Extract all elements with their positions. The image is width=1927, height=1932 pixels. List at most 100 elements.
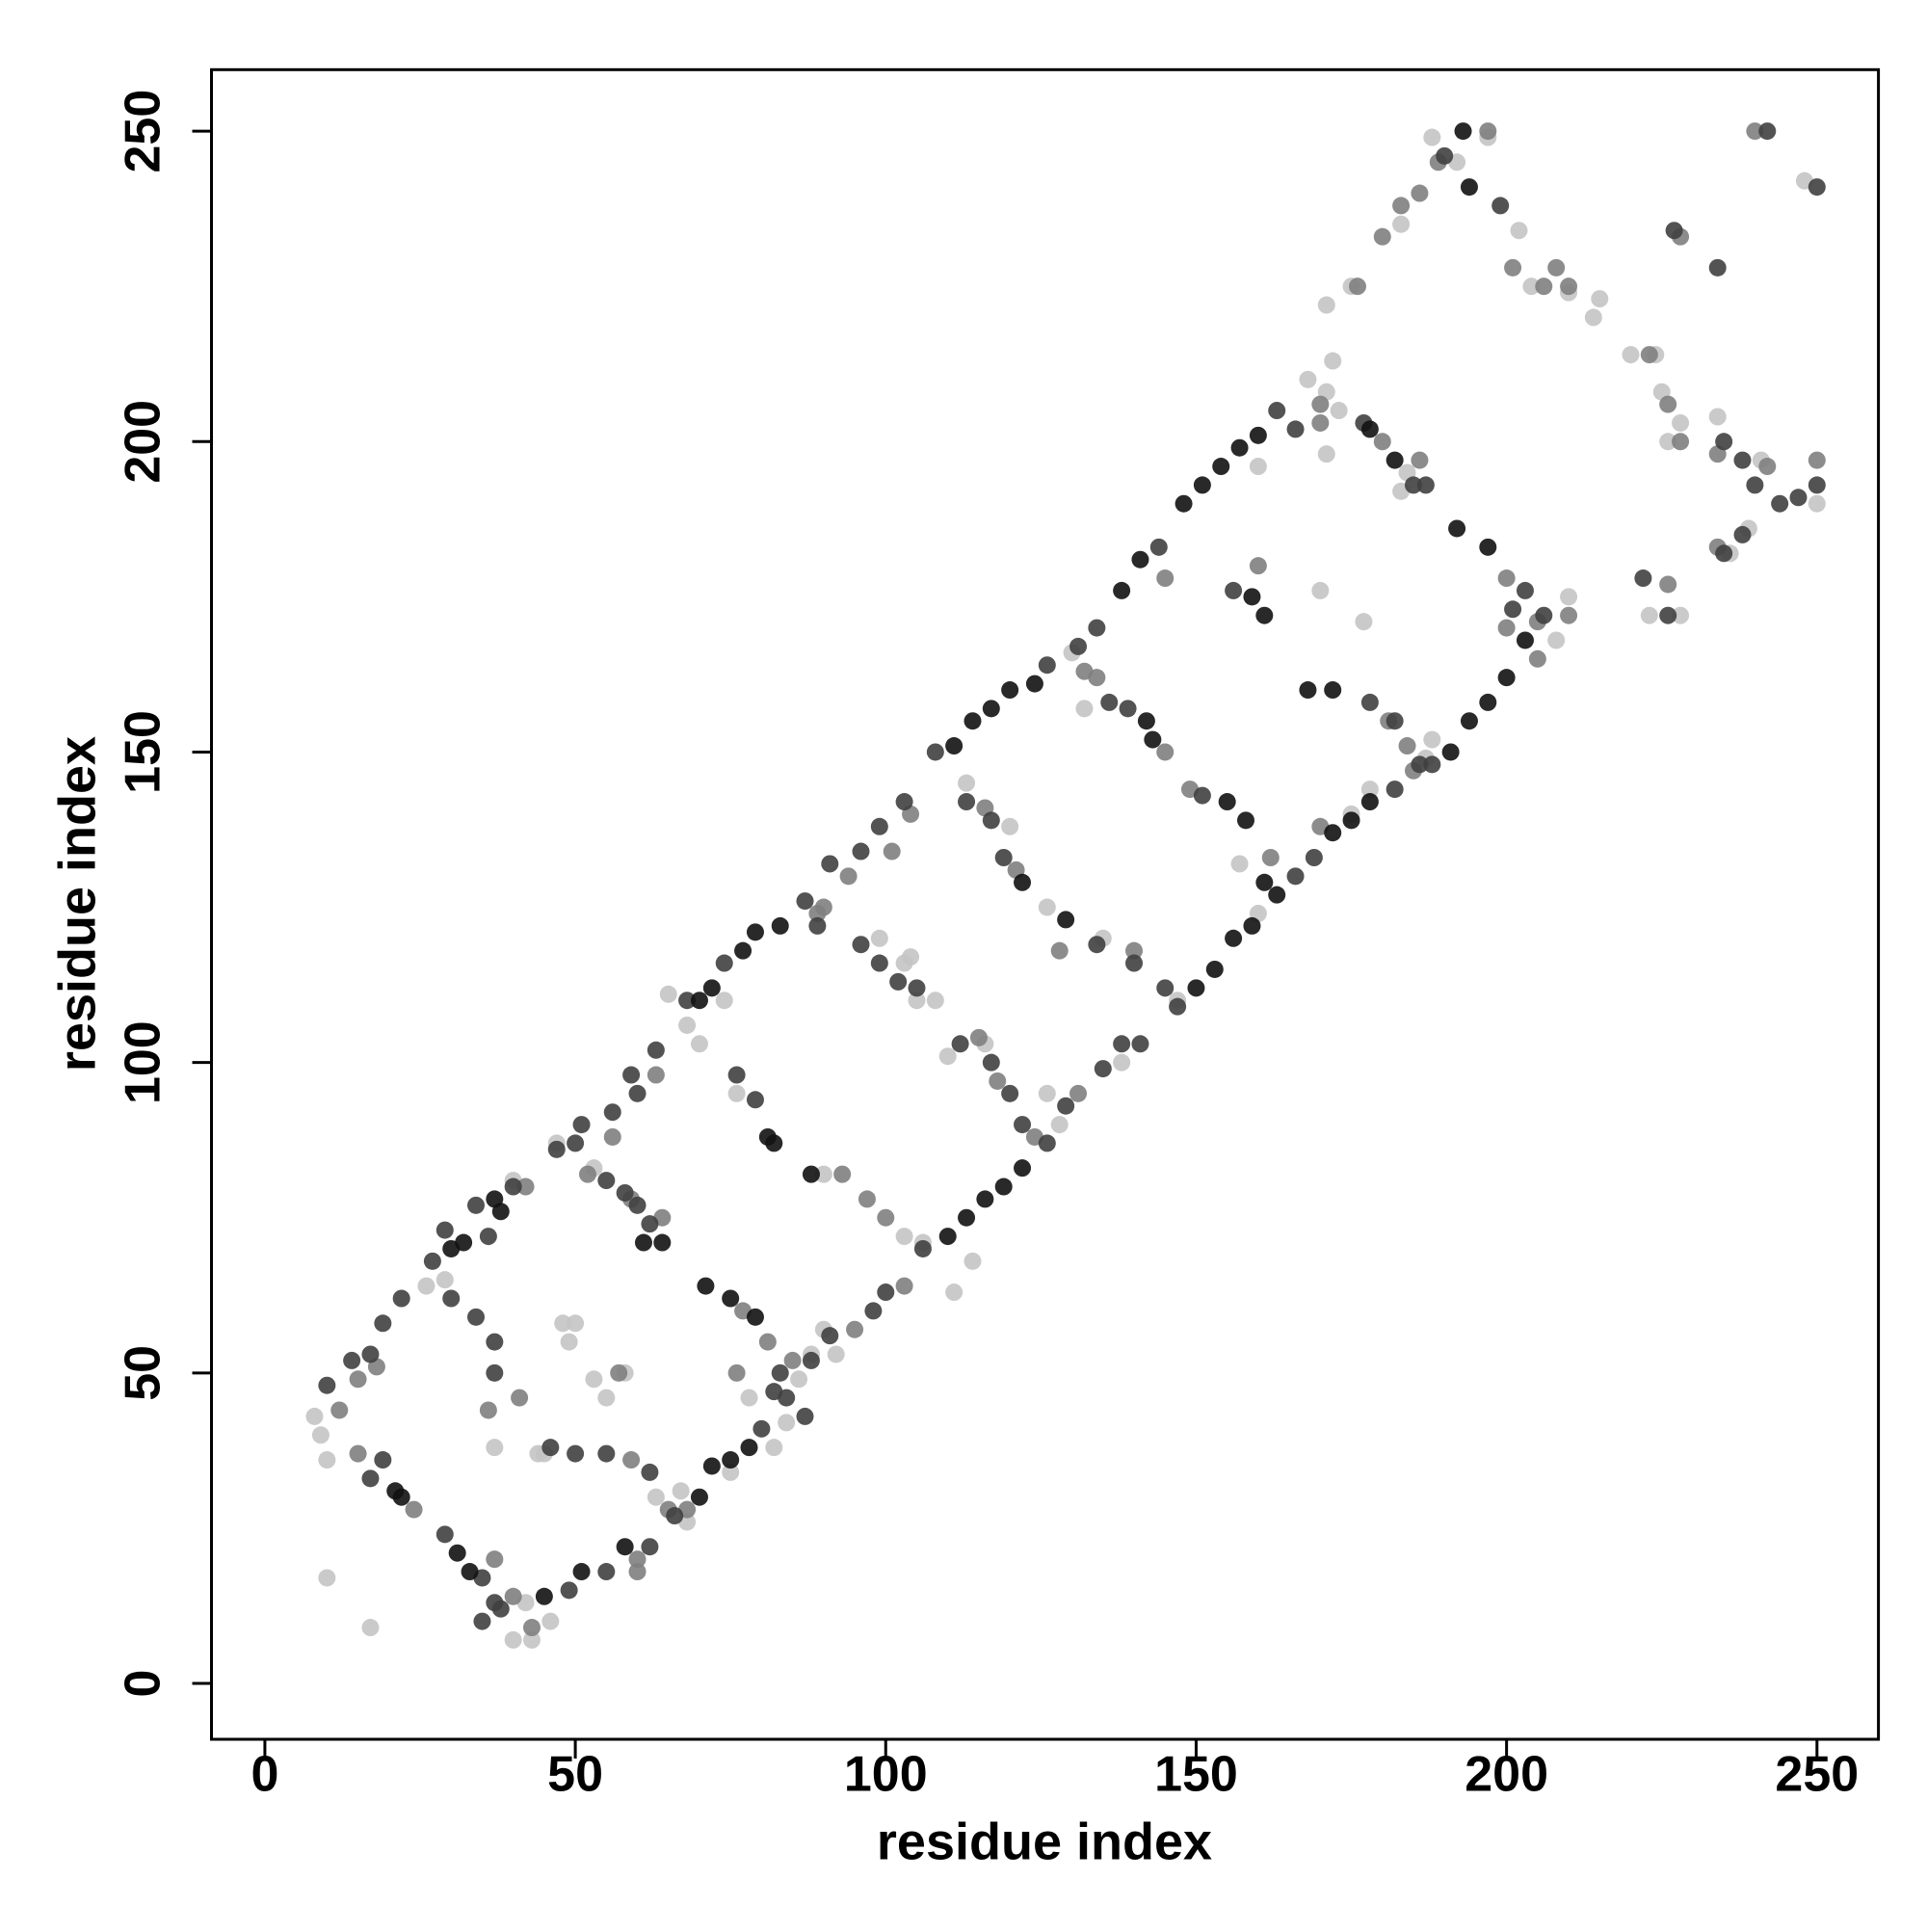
point — [1504, 258, 1522, 277]
x-axis-title: residue index — [877, 1813, 1212, 1870]
point — [1100, 693, 1119, 711]
point — [486, 1333, 504, 1351]
point — [1560, 278, 1578, 296]
x-tick-label: 200 — [1465, 1747, 1548, 1803]
point — [1014, 873, 1032, 891]
point — [1497, 569, 1516, 588]
point — [1317, 296, 1335, 314]
point — [1125, 954, 1144, 972]
point — [982, 811, 1000, 830]
x-tick-label: 50 — [547, 1747, 603, 1803]
point — [958, 793, 976, 811]
point — [1659, 395, 1677, 413]
point — [1392, 215, 1411, 233]
point — [895, 1277, 913, 1295]
point — [1715, 544, 1733, 563]
point — [672, 1482, 690, 1500]
point — [486, 1594, 504, 1612]
point — [1360, 793, 1379, 811]
point — [504, 1178, 522, 1196]
point — [578, 1165, 596, 1183]
point — [964, 712, 982, 730]
point — [740, 1439, 758, 1457]
point — [982, 1053, 1000, 1072]
point — [1708, 258, 1727, 277]
point — [1411, 755, 1429, 774]
point — [958, 1208, 976, 1227]
point — [1591, 290, 1609, 308]
point — [1491, 197, 1510, 215]
point — [678, 1016, 697, 1034]
point — [560, 1581, 578, 1600]
point — [610, 1363, 628, 1382]
point — [1119, 700, 1137, 718]
point — [603, 1103, 621, 1122]
point — [1733, 451, 1752, 469]
point — [722, 1463, 740, 1481]
point — [1360, 420, 1379, 438]
point — [1230, 855, 1249, 873]
point — [1069, 637, 1088, 655]
point — [1454, 122, 1472, 141]
point — [1025, 675, 1043, 693]
point — [902, 948, 920, 966]
point — [690, 992, 708, 1010]
point — [1510, 222, 1528, 240]
point — [1001, 817, 1019, 835]
point — [1547, 631, 1566, 649]
point — [1479, 693, 1497, 711]
point — [702, 1457, 721, 1475]
point — [808, 916, 827, 935]
point — [1659, 575, 1677, 594]
point — [833, 1165, 852, 1183]
point — [1634, 569, 1652, 588]
point — [628, 1084, 647, 1102]
point — [976, 1190, 994, 1208]
point — [1050, 941, 1069, 960]
point — [1348, 278, 1366, 296]
point — [1672, 413, 1690, 432]
point — [938, 1047, 957, 1066]
point — [1218, 793, 1236, 811]
point — [597, 1389, 616, 1407]
point — [1249, 557, 1267, 575]
point — [1137, 712, 1155, 730]
point — [1212, 458, 1230, 476]
point — [504, 1630, 522, 1649]
point — [727, 1363, 746, 1382]
point — [455, 1233, 473, 1252]
point — [814, 898, 832, 916]
point — [1261, 849, 1280, 867]
point — [1547, 258, 1566, 277]
point — [821, 855, 839, 873]
point — [1249, 458, 1267, 476]
point — [702, 979, 721, 997]
point — [715, 954, 733, 972]
point — [1746, 122, 1764, 141]
point — [349, 1370, 367, 1389]
point — [1423, 730, 1441, 749]
point — [913, 1239, 932, 1257]
y-tick-label: 100 — [116, 1020, 172, 1104]
point — [436, 1221, 454, 1239]
point — [486, 1550, 504, 1569]
point — [1528, 649, 1546, 668]
point — [647, 1488, 665, 1506]
point — [1069, 1084, 1088, 1102]
point — [1441, 743, 1460, 761]
point — [466, 1196, 485, 1214]
point — [1113, 1053, 1131, 1072]
point — [1125, 941, 1144, 960]
point — [870, 817, 888, 835]
point — [1324, 352, 1342, 370]
point — [1286, 420, 1305, 438]
point — [1659, 433, 1677, 451]
point — [442, 1289, 461, 1308]
point — [1373, 433, 1391, 451]
point — [361, 1469, 380, 1488]
point — [1311, 413, 1330, 432]
point — [715, 992, 733, 1010]
point — [1386, 712, 1404, 730]
point — [1088, 936, 1106, 954]
